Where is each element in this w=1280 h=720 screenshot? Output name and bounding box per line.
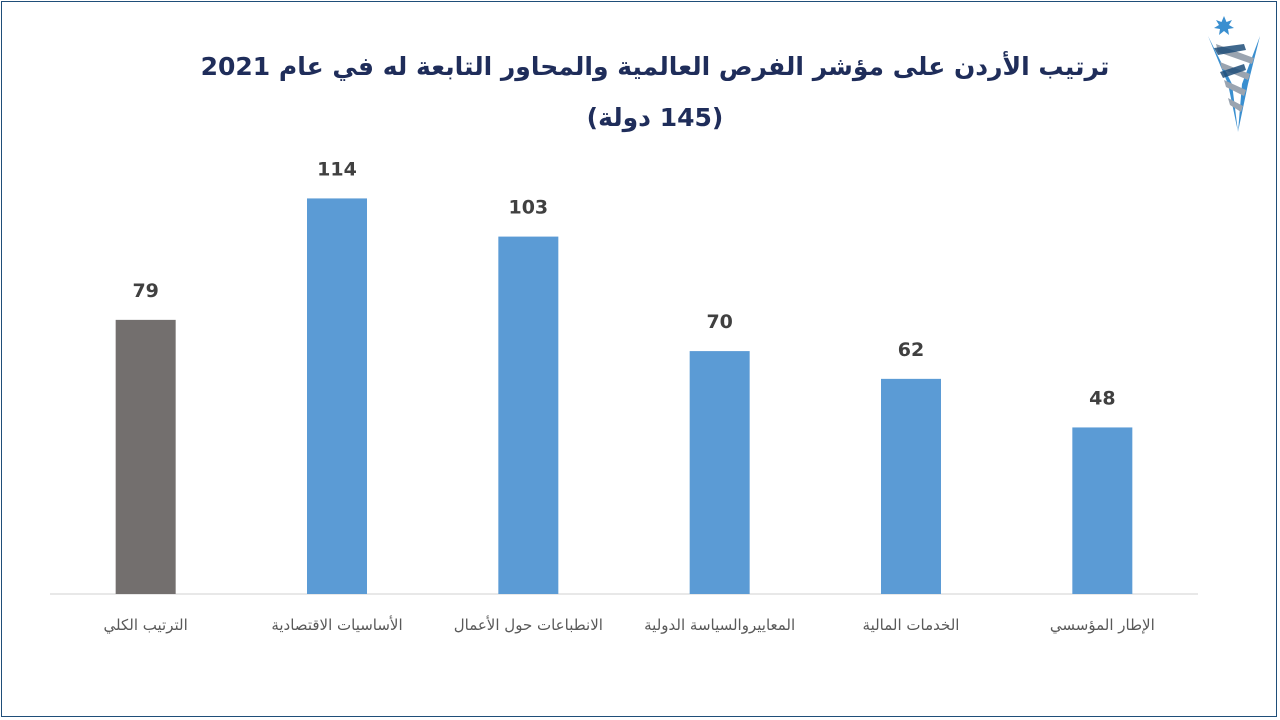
jordan-star-emblem-icon (1208, 16, 1260, 132)
category-label-3: المعاييروالسياسة الدولية (644, 616, 795, 634)
data-label-0: 79 (132, 280, 158, 302)
category-label-4: الخدمات المالية (863, 616, 960, 634)
bar-2 (498, 236, 559, 594)
category-label-1: الأساسيات الاقتصادية (271, 615, 402, 634)
chart-subtitle: (145 دولة) (586, 103, 724, 132)
bar-1 (307, 198, 367, 595)
bar-5 (1072, 427, 1133, 594)
data-label-1: 114 (317, 158, 357, 180)
bar-0 (115, 319, 176, 594)
bar-3 (689, 351, 750, 594)
bar-4 (881, 378, 941, 594)
data-label-4: 62 (898, 339, 924, 361)
data-label-3: 70 (706, 311, 732, 333)
category-label-5: الإطار المؤسسي (1050, 616, 1155, 635)
category-label-0: الترتيب الكلي (104, 616, 188, 635)
data-label-5: 48 (1089, 387, 1115, 409)
chart-title: ترتيب الأردن على مؤشر الفرص العالمية وال… (200, 52, 1110, 81)
data-label-2: 103 (508, 197, 548, 219)
category-label-2: الانطباعات حول الأعمال (454, 615, 603, 634)
